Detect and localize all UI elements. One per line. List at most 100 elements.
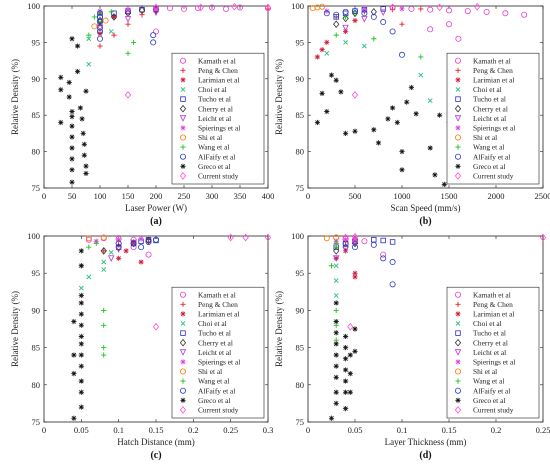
- legend-marker: [179, 153, 186, 160]
- data-point: [361, 7, 367, 13]
- data-point: [333, 341, 339, 347]
- data-point: [342, 8, 349, 15]
- data-point: [351, 244, 358, 251]
- y-tick-label: 100: [291, 1, 304, 11]
- data-point: [333, 293, 339, 298]
- y-tick-label: 85: [32, 343, 41, 353]
- data-point: [208, 4, 215, 11]
- data-point: [324, 108, 330, 115]
- legend-marker: [455, 301, 461, 307]
- data-point: [333, 263, 339, 269]
- x-tick-label: 0: [42, 425, 46, 435]
- legend-label: Current study: [198, 172, 239, 181]
- legend-label: AlFaify et al: [198, 386, 235, 395]
- x-tick-label: 0.2: [188, 425, 199, 435]
- data-point: [152, 236, 159, 243]
- legend-label: Tucho et al: [473, 329, 506, 338]
- legend-label: Spierings et al: [473, 124, 515, 133]
- legend-label: Leicht et al: [198, 348, 231, 357]
- data-points: [323, 233, 546, 421]
- legend-marker: [454, 57, 461, 64]
- data-point: [97, 10, 103, 16]
- panel-label: (a): [150, 216, 162, 227]
- data-point: [347, 322, 354, 331]
- legend-label: Kamath et al: [198, 290, 236, 299]
- legend-marker: [179, 134, 186, 141]
- legend-label: Choi et al: [198, 319, 227, 328]
- chart-panel: 0 0.05 0.1 0.15 0.2 0.25 0.3 75 80 85 90 95 100 Hatch…: [10, 231, 273, 461]
- legend-marker: [180, 321, 186, 326]
- data-point: [101, 307, 107, 313]
- data-point: [352, 128, 358, 134]
- y-tick-label: 100: [27, 1, 40, 11]
- legend-label: Leicht et al: [473, 114, 506, 123]
- data-point: [333, 352, 339, 358]
- data-point: [97, 10, 104, 17]
- data-point: [111, 14, 117, 20]
- data-point: [399, 21, 405, 27]
- data-point: [83, 88, 89, 94]
- data-point: [389, 239, 396, 245]
- data-point: [343, 14, 349, 20]
- data-point: [352, 17, 358, 24]
- data-point: [361, 238, 368, 245]
- data-point: [166, 5, 173, 12]
- data-point: [138, 259, 144, 265]
- data-point: [347, 389, 353, 395]
- legend-marker: [179, 291, 186, 298]
- plot-area: [307, 5, 544, 189]
- chart-panel: 0 50 100 150 200 250 300 350 400 75 80 85 90 95 100 Las…: [10, 1, 274, 227]
- data-point: [69, 108, 75, 115]
- legend-label: Peng & Chen: [198, 300, 238, 309]
- y-tick-label: 80: [32, 380, 41, 390]
- data-point: [83, 163, 89, 169]
- legend-marker: [455, 397, 461, 403]
- legend-marker: [179, 406, 187, 414]
- data-point: [69, 179, 75, 185]
- data-point: [333, 255, 339, 261]
- legend-marker: [179, 338, 187, 347]
- data-point: [333, 330, 339, 336]
- legend-marker: [455, 96, 461, 102]
- data-point: [323, 235, 330, 242]
- data-point: [96, 16, 104, 25]
- legend-marker: [454, 349, 462, 356]
- x-tick-label: 300: [206, 191, 219, 201]
- legend-marker: [454, 406, 462, 414]
- data-point: [333, 20, 340, 29]
- data-point: [351, 8, 358, 15]
- legend-marker: [180, 163, 186, 169]
- data-point: [343, 40, 348, 45]
- data-point: [222, 5, 229, 12]
- x-tick-label: 0: [42, 191, 46, 201]
- y-tick-label: 100: [27, 231, 40, 241]
- data-point: [58, 74, 64, 80]
- data-point: [333, 318, 339, 325]
- legend-marker: [179, 115, 187, 122]
- data-point: [427, 26, 434, 33]
- legend-marker: [454, 115, 462, 122]
- legend-marker: [180, 77, 186, 83]
- data-point: [78, 363, 84, 369]
- data-point: [333, 240, 339, 247]
- data-point: [375, 140, 382, 146]
- data-point: [101, 322, 107, 328]
- data-point: [97, 43, 103, 49]
- y-tick-label: 90: [296, 305, 305, 315]
- legend-label: Spierings et al: [198, 358, 240, 367]
- legend-label: Shi et al: [198, 133, 222, 142]
- x-tick-label: 0.25: [223, 425, 238, 435]
- data-point: [131, 240, 137, 247]
- x-tick-label: 0.15: [442, 425, 457, 435]
- x-tick-label: 0.3: [263, 425, 274, 435]
- data-point: [227, 233, 234, 242]
- data-point: [342, 233, 349, 242]
- data-point: [333, 374, 339, 380]
- data-point: [427, 6, 434, 13]
- data-point: [124, 16, 132, 23]
- data-point: [78, 311, 84, 317]
- data-point: [371, 36, 377, 42]
- legend-label: Choi et al: [198, 85, 227, 94]
- data-point: [69, 123, 75, 129]
- panel-label: (c): [150, 450, 161, 461]
